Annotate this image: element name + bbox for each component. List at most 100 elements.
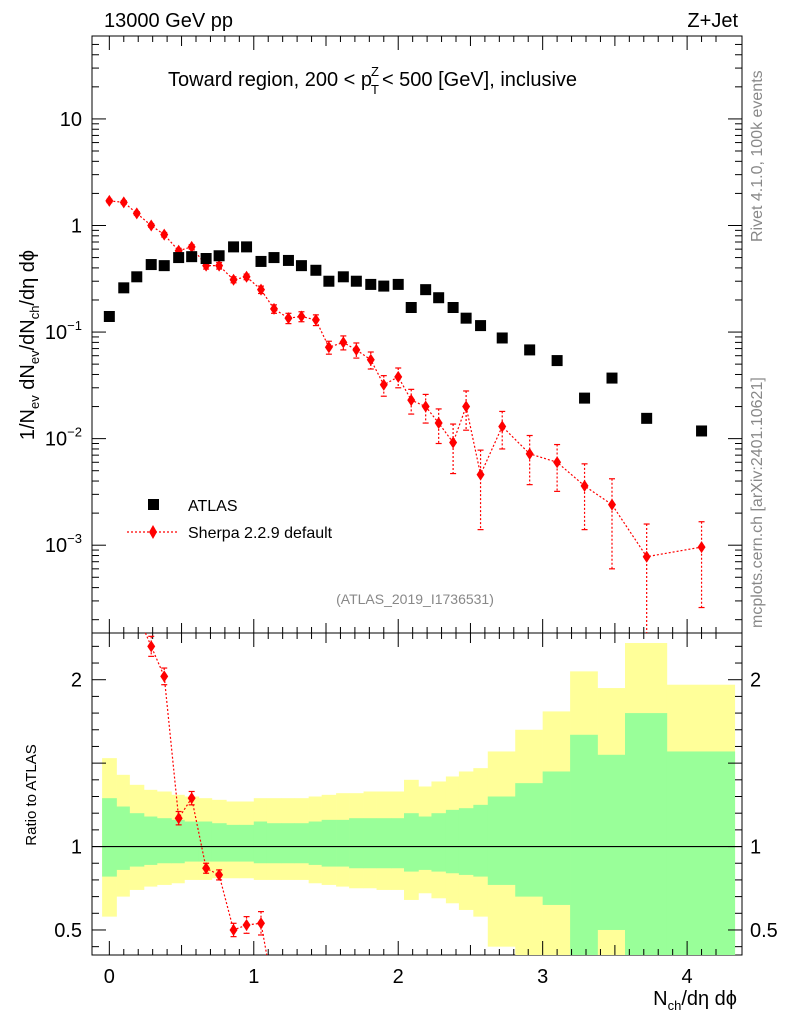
sherpa-point bbox=[105, 194, 114, 207]
sherpa-point bbox=[449, 436, 458, 449]
x-tick-label: 4 bbox=[682, 966, 693, 988]
atlas-point bbox=[323, 275, 335, 287]
ratio-y-tick-label-left: 2 bbox=[71, 670, 82, 692]
atlas-point bbox=[337, 271, 349, 283]
atlas-point bbox=[350, 275, 362, 287]
ratio-y-tick-label-left: 0.5 bbox=[54, 920, 82, 942]
atlas-point bbox=[392, 278, 404, 290]
ratio-inner-band-bin bbox=[625, 713, 668, 955]
ratio-inner-band-bin bbox=[515, 783, 543, 897]
atlas-point bbox=[282, 254, 294, 266]
ratio-sherpa-point bbox=[229, 923, 238, 936]
atlas-point bbox=[241, 241, 253, 253]
atlas-point bbox=[103, 310, 115, 322]
atlas-point bbox=[551, 355, 563, 367]
atlas-point bbox=[145, 259, 157, 271]
ratio-inner-band-bin bbox=[239, 824, 255, 862]
ratio-inner-band-bin bbox=[294, 823, 309, 864]
energy-label: 13000 GeV pp bbox=[104, 10, 233, 32]
ratio-sherpa-point bbox=[202, 862, 211, 875]
main-y-tick-label: 10−3 bbox=[45, 531, 82, 557]
sherpa-point bbox=[229, 273, 238, 286]
ratio-sherpa-point bbox=[147, 640, 156, 653]
side-site-label: mcplots.cern.ch [arXiv:2401.10621] bbox=[749, 377, 766, 628]
sherpa-point bbox=[257, 283, 265, 296]
sherpa-point bbox=[284, 312, 293, 325]
ratio-inner-band-bin bbox=[226, 824, 240, 862]
main-axis-ticks: 10−3 10−2 10−1 1 10 bbox=[45, 35, 742, 633]
ratio-y-tick-label-right: 2 bbox=[750, 670, 761, 692]
atlas-point bbox=[641, 412, 653, 424]
sherpa-point bbox=[187, 240, 196, 253]
atlas-point bbox=[173, 252, 185, 264]
atlas-point bbox=[131, 271, 143, 283]
ratio-inner-band-bin bbox=[666, 751, 736, 955]
sherpa-point bbox=[270, 302, 278, 315]
ratio-inner-band-bin bbox=[184, 821, 200, 862]
ratio-y-tick-label-right: 0.5 bbox=[750, 920, 778, 942]
ratio-inner-band-bin bbox=[198, 821, 213, 862]
sherpa-point bbox=[242, 270, 251, 283]
atlas-point bbox=[420, 284, 432, 296]
ratio-inner-band-bin bbox=[116, 806, 130, 870]
ratio-sherpa-point bbox=[174, 812, 183, 825]
x-tick-label: 3 bbox=[537, 966, 548, 988]
main-y-tick-label: 1 bbox=[71, 215, 82, 237]
atlas-point bbox=[475, 320, 487, 332]
sherpa-point bbox=[394, 370, 403, 383]
x-tick-label: 2 bbox=[393, 966, 404, 988]
ratio-inner-band-bin bbox=[102, 798, 117, 877]
atlas-point bbox=[447, 302, 459, 314]
ratio-inner-band-bin bbox=[144, 816, 158, 865]
sherpa-point bbox=[297, 310, 306, 323]
x-axis-label: Nch/dη dϕ bbox=[653, 988, 737, 1013]
legend-atlas-label: ATLAS bbox=[188, 498, 238, 515]
sherpa-point bbox=[324, 341, 333, 354]
main-y-tick-label: 10−1 bbox=[45, 318, 82, 344]
ratio-y-axis-label: Ratio to ATLAS bbox=[23, 744, 40, 845]
atlas-point bbox=[378, 280, 390, 292]
atlas-point bbox=[228, 241, 240, 253]
ratio-uncertainty-bands bbox=[92, 643, 742, 955]
ratio-inner-band-bin bbox=[542, 771, 571, 905]
ratio-inner-band-bin bbox=[404, 813, 419, 872]
sherpa-point bbox=[147, 219, 156, 232]
sherpa-point bbox=[160, 228, 169, 241]
ratio-inner-band-bin bbox=[431, 813, 447, 872]
main-panel-frame bbox=[91, 35, 743, 634]
ratio-axis-ticks: 0.5 0.5 1 1 2 2 0 1 2 3 4 bbox=[54, 633, 778, 988]
ratio-inner-band-bin bbox=[473, 804, 489, 877]
atlas-point bbox=[118, 282, 130, 294]
sherpa-point bbox=[119, 196, 128, 209]
ratio-inner-band-bin bbox=[445, 809, 460, 874]
region-title: Toward region, 200 < pTZ < 500 [GeV], inc… bbox=[168, 64, 577, 97]
atlas-point bbox=[213, 250, 225, 262]
main-sherpa-series bbox=[105, 194, 706, 633]
atlas-point bbox=[268, 252, 280, 264]
sherpa-point bbox=[525, 447, 534, 460]
sherpa-point bbox=[379, 378, 388, 391]
atlas-point bbox=[524, 344, 536, 356]
sherpa-point bbox=[339, 336, 348, 349]
sherpa-point bbox=[476, 468, 485, 481]
sherpa-point bbox=[434, 417, 443, 430]
atlas-point bbox=[460, 312, 472, 324]
atlas-point bbox=[433, 292, 445, 304]
atlas-point bbox=[405, 302, 417, 314]
ratio-inner-band-bin bbox=[266, 823, 282, 864]
legend-sherpa-label: Sherpa 2.2.9 default bbox=[188, 525, 333, 542]
side-version-label: Rivet 4.1.0, 100k events bbox=[749, 70, 766, 242]
sherpa-point bbox=[407, 394, 416, 407]
ratio-inner-band-bin bbox=[308, 821, 322, 865]
ratio-inner-band-bin bbox=[391, 818, 405, 869]
ratio-sherpa-point bbox=[187, 792, 196, 805]
ratio-inner-band-bin bbox=[281, 823, 295, 864]
ratio-sherpa-point bbox=[215, 868, 224, 881]
sherpa-point bbox=[421, 400, 430, 413]
ratio-inner-band-bin bbox=[321, 819, 337, 867]
ratio-y-tick-label-right: 1 bbox=[750, 837, 761, 859]
sherpa-point bbox=[462, 400, 471, 413]
atlas-point bbox=[606, 372, 618, 384]
main-atlas-series bbox=[103, 241, 708, 437]
